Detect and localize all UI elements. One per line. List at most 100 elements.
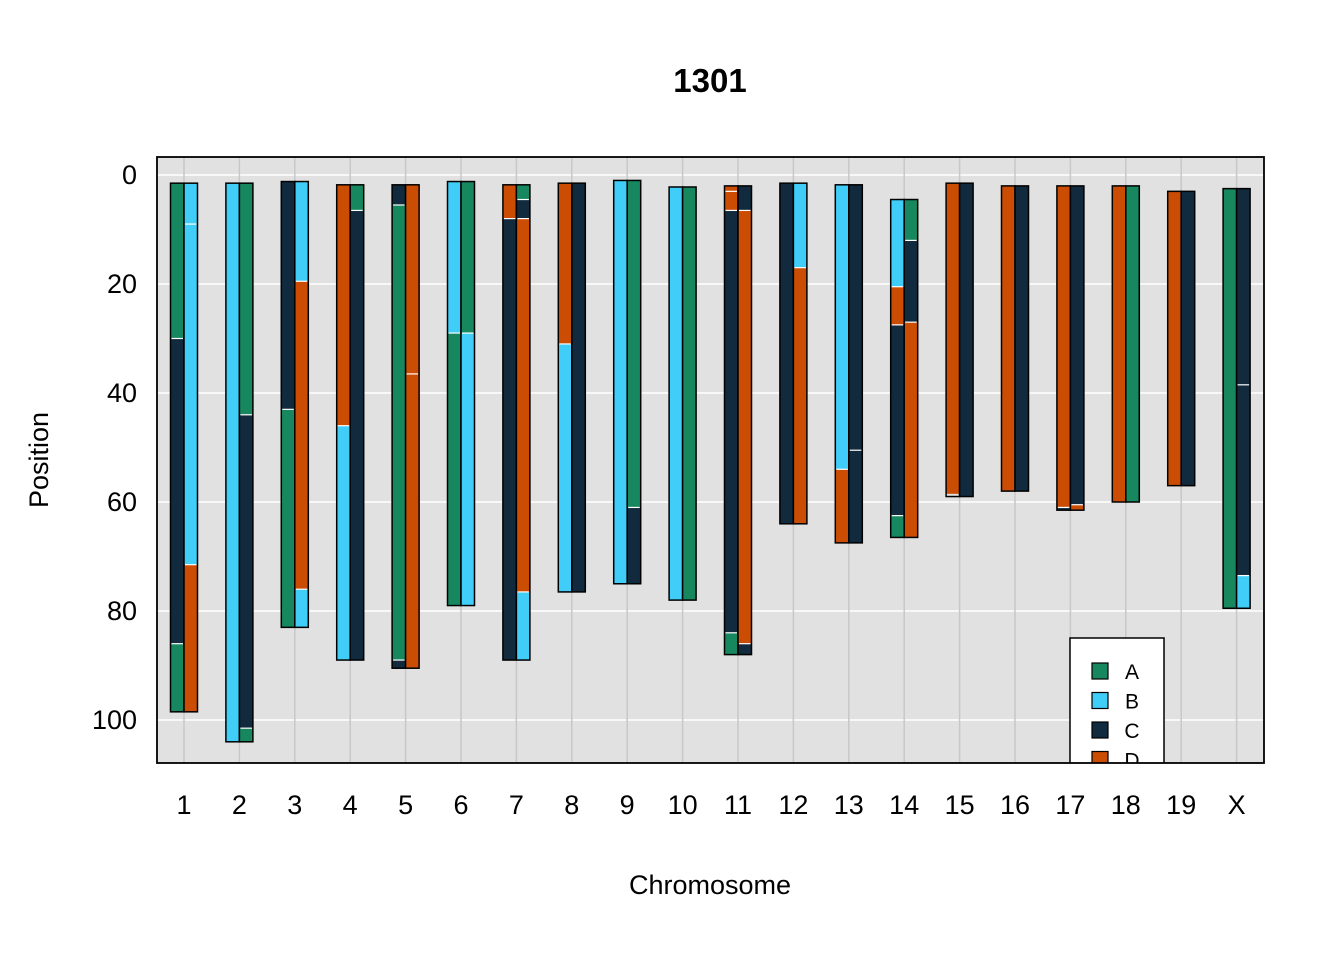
strand [1000,185,1016,492]
segment-C [1056,507,1071,511]
segment-B [294,589,309,628]
segment-C [516,199,530,219]
segment-D [1167,191,1182,486]
x-tick-label: X [1228,790,1246,820]
chromosome-8 [557,182,587,593]
segment-D [558,183,572,344]
segment-C [779,183,794,524]
segment-D [184,564,198,712]
strand [238,182,254,743]
x-tick-label: 3 [287,790,302,820]
segment-C [350,210,364,661]
x-tick-label: 16 [1000,790,1030,820]
y-tick-label: 80 [107,596,137,626]
strand [557,182,573,593]
strand-outline [1014,185,1030,492]
strand [1111,185,1127,503]
y-axis-title: Position [24,412,54,508]
segment-D [724,191,738,211]
segment-C [1015,185,1029,492]
legend-box [1069,637,1165,763]
segment-D [502,184,517,219]
segment-C [392,184,406,205]
chromosome-10 [668,186,697,601]
segment-D [724,185,738,192]
legend-label-C: C [1124,720,1139,743]
y-tick-label: 60 [107,487,137,517]
strand [294,180,310,629]
strand [834,184,850,544]
strand [737,185,753,656]
strand-outline [1125,185,1141,503]
legend-swatch-D [1091,750,1109,763]
segment-A [170,643,184,712]
strand [903,198,919,539]
strand [1014,185,1030,492]
x-tick-label: 17 [1055,790,1085,820]
segment-D [1112,185,1126,502]
segment-C [848,450,863,543]
strand [626,179,642,585]
strand [945,182,961,498]
x-tick-label: 19 [1166,790,1196,820]
x-tick-label: 2 [232,790,247,820]
strand [446,180,462,607]
segment-C [904,240,918,323]
strand [612,179,628,585]
strand-outline [404,184,420,669]
strand [1180,190,1196,487]
segment-A [461,181,475,334]
chromosome-5 [391,184,420,669]
segment-B [184,224,198,565]
segment-C [959,183,974,497]
segment-D [946,183,960,494]
segment-D [793,267,807,524]
strand-outline [903,198,919,539]
strand [502,184,518,661]
segment-A [350,184,364,211]
segment-C [890,324,905,516]
segment-C [239,414,253,729]
strand-outline [626,179,642,585]
x-tick-label: 5 [398,790,413,820]
strand [404,184,420,669]
strand [1235,187,1251,610]
segment-A [239,728,253,742]
segment-A [627,180,641,508]
segment-A [516,184,530,200]
chromosome-15 [945,182,974,498]
strand [335,184,351,661]
segment-D [904,322,918,538]
legend-label-A: A [1125,661,1139,684]
strand-outline [460,180,476,607]
segment-C [724,210,738,633]
chromosome-2 [225,182,254,743]
strand [958,182,974,498]
segment-C [627,507,641,584]
segment-C [848,184,863,451]
chromosome-3 [280,180,310,629]
legend-label-D: D [1124,750,1139,773]
strand [183,182,199,713]
x-tick-label: 7 [509,790,524,820]
chromosome-9 [612,179,642,585]
segment-D [890,286,905,325]
strand [460,180,476,607]
strand [280,180,296,629]
strand [349,184,365,661]
segment-A [904,199,918,241]
strand-outline [1069,185,1085,511]
segment-C [738,643,752,655]
segment-D [835,469,849,543]
y-tick-label: 100 [92,705,137,735]
segment-C [392,660,406,669]
segment-D [1056,185,1071,508]
segment-B [447,181,461,334]
chromosome-X [1222,187,1251,610]
segment-C [738,185,752,211]
segment-B [613,180,628,584]
legend-label-B: B [1125,691,1139,714]
strand-outline [681,186,697,601]
strand-outline [1235,187,1251,610]
